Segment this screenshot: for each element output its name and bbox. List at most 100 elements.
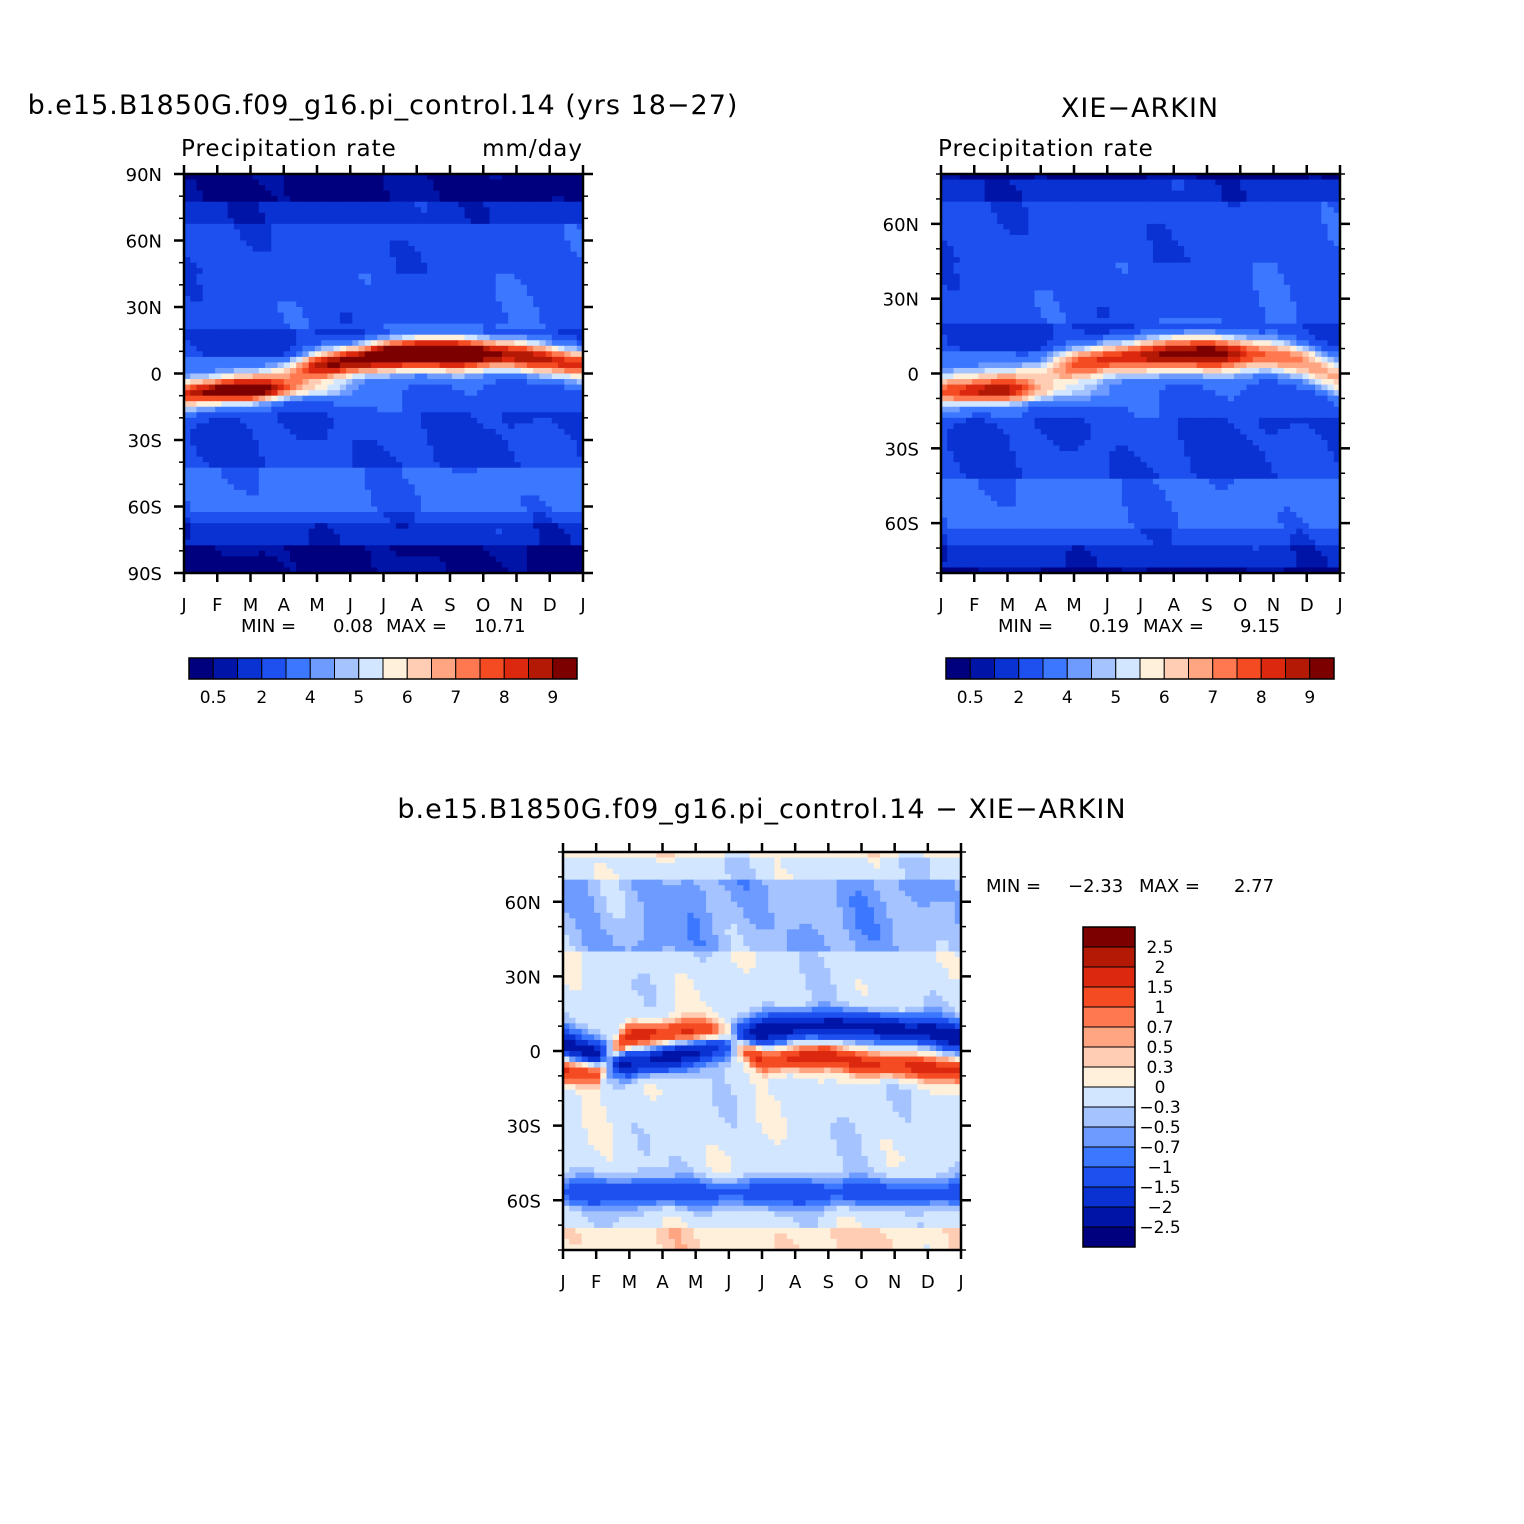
model-heatmap-cell [265, 323, 272, 330]
model-heatmap-cell [439, 223, 447, 231]
model-heatmap-cell [271, 179, 279, 186]
model-heatmap-cell [227, 262, 235, 269]
model-heatmap-cell [339, 478, 347, 485]
model-heatmap-cell [470, 246, 478, 253]
model-heatmap-cell [352, 223, 360, 231]
model-heatmap-cell [314, 545, 322, 552]
model-heatmap-cell [445, 323, 453, 330]
model-heatmap-cell [383, 334, 391, 341]
model-heatmap-cell [277, 223, 285, 231]
model-heatmap-cell [221, 196, 229, 203]
model-heatmap-cell [371, 545, 378, 552]
model-heatmap-cell [445, 301, 453, 308]
model-heatmap-cell [208, 506, 216, 513]
model-heatmap-cell [464, 318, 472, 325]
obs-heatmap-cell [953, 174, 961, 181]
model-heatmap-cell [358, 279, 366, 286]
model-heatmap-cell [358, 384, 366, 391]
model-heatmap-cell [539, 517, 547, 524]
model-heatmap-cell [458, 462, 466, 469]
model-heatmap-cell [570, 174, 578, 181]
model-heatmap-cell [501, 201, 509, 208]
model-heatmap-cell [333, 240, 341, 247]
model-heatmap-cell [246, 185, 254, 192]
model-heatmap-cell [458, 362, 466, 369]
model-heatmap-cell [333, 489, 341, 497]
model-heatmap-cell [389, 279, 397, 286]
model-heatmap-cell [558, 234, 565, 242]
model-heatmap-cell [358, 301, 366, 308]
model-heatmap-cell [302, 451, 310, 458]
model-heatmap-cell [258, 185, 266, 192]
model-heatmap-cell [196, 334, 204, 341]
model-heatmap-cell [364, 174, 372, 181]
model-heatmap-cell [258, 218, 266, 225]
obs-heatmap-cell [1103, 185, 1110, 192]
model-heatmap-cell [327, 390, 335, 397]
model-heatmap-cell [414, 417, 422, 424]
model-y-tick-label: 0 [151, 365, 162, 386]
model-heatmap-cell [539, 434, 547, 441]
model-heatmap-cell [358, 290, 366, 297]
model-heatmap-cell [227, 273, 235, 280]
model-heatmap-cell [265, 279, 272, 286]
model-heatmap-cell [202, 528, 210, 535]
model-colorbar-swatch [237, 657, 263, 680]
model-heatmap-cell [483, 528, 491, 535]
model-heatmap-cell [445, 229, 453, 236]
model-heatmap-cell [501, 395, 509, 402]
model-heatmap-cell [501, 412, 509, 419]
model-heatmap-cell [452, 523, 459, 530]
model-heatmap-cell [402, 356, 410, 364]
model-heatmap-cell [539, 379, 547, 386]
model-heatmap-cell [408, 290, 416, 297]
model-heatmap-cell [495, 401, 503, 408]
model-heatmap-cell [470, 384, 478, 391]
model-heatmap-cell [271, 545, 279, 552]
model-heatmap-cell [190, 451, 198, 458]
model-heatmap-cell [271, 190, 279, 197]
model-heatmap-cell [296, 428, 304, 436]
model-heatmap-cell [439, 295, 447, 303]
model-heatmap-cell [508, 179, 516, 186]
model-heatmap-cell [240, 384, 247, 391]
model-heatmap-cell [495, 367, 503, 375]
model-heatmap-cell [576, 489, 584, 497]
model-heatmap-cell [233, 218, 241, 225]
model-heatmap-cell [501, 290, 509, 297]
model-heatmap-cell [570, 185, 578, 192]
model-heatmap-cell [520, 517, 528, 524]
model-heatmap-cell [333, 434, 341, 441]
model-heatmap-cell [452, 412, 459, 419]
model-heatmap-cell [402, 401, 410, 408]
model-heatmap-cell [558, 545, 565, 552]
model-heatmap-cell [520, 500, 528, 508]
model-heatmap-cell [526, 428, 534, 436]
model-heatmap-cell [445, 390, 453, 397]
model-heatmap-cell [215, 284, 222, 291]
model-heatmap-cell [358, 434, 366, 441]
model-title: b.e15.B1850G.f09_g16.pi_control.14 (yrs … [28, 90, 739, 121]
model-heatmap-cell [383, 512, 391, 519]
model-heatmap-cell [184, 561, 191, 569]
model-heatmap-cell [433, 406, 441, 413]
model-heatmap-cell [265, 451, 272, 458]
model-heatmap-cell [233, 517, 241, 524]
model-heatmap-cell [296, 390, 304, 397]
model-heatmap-cell [227, 451, 235, 458]
model-colorbar-frame [188, 657, 578, 680]
model-heatmap-cell [470, 440, 478, 447]
model-heatmap-cell [271, 417, 279, 424]
model-heatmap-cell [533, 390, 540, 397]
model-heatmap-cell [196, 473, 204, 480]
model-heatmap-cell [202, 207, 210, 214]
model-heatmap-cell [240, 523, 247, 530]
model-heatmap-cell [395, 351, 403, 358]
model-heatmap-cell [564, 185, 572, 192]
model-heatmap-cell [308, 528, 316, 535]
model-heatmap-cell [277, 473, 285, 480]
model-heatmap-cell [483, 279, 491, 286]
model-heatmap-cell [308, 517, 316, 524]
obs-heatmap-cell [1240, 185, 1248, 192]
model-heatmap-cell [570, 390, 578, 397]
